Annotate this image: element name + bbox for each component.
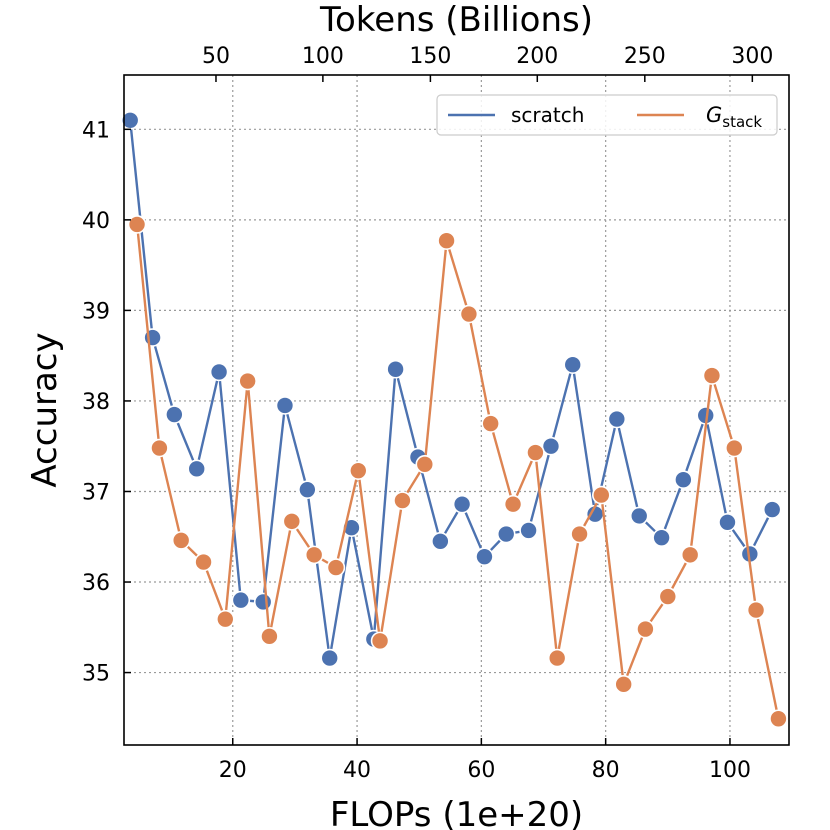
data-point-g-stack <box>238 371 257 391</box>
data-point-scratch <box>629 506 649 526</box>
x-tick-label: 60 <box>467 758 495 783</box>
data-point-g-stack <box>636 619 655 639</box>
data-point-scratch <box>386 359 405 379</box>
data-point-g-stack <box>127 215 147 234</box>
data-point-g-stack <box>481 414 500 433</box>
series-g-stack <box>127 215 788 729</box>
series-line-scratch <box>129 120 774 660</box>
x-tick-label: 40 <box>343 758 371 783</box>
top-tick-label: 100 <box>302 44 344 69</box>
data-point-g-stack <box>150 438 169 458</box>
data-point-scratch <box>496 524 516 544</box>
data-point-scratch <box>674 470 693 490</box>
data-point-g-stack <box>702 366 722 385</box>
data-point-g-stack <box>769 709 788 729</box>
x-tick-label: 20 <box>219 758 247 783</box>
grid-layer <box>124 75 789 745</box>
data-point-g-stack <box>370 631 390 651</box>
series-layer <box>120 110 788 729</box>
data-point-scratch <box>209 362 229 382</box>
y-tick-label: 36 <box>82 571 110 596</box>
data-point-g-stack <box>614 675 633 694</box>
data-point-g-stack <box>171 531 191 550</box>
top-tick-label: 300 <box>731 44 773 69</box>
y-tick-label: 39 <box>82 299 110 324</box>
x-axis-title: FLOPs (1e+20) <box>330 795 583 830</box>
legend-label-gstack-sub: stack <box>722 113 762 131</box>
data-point-scratch <box>519 521 538 540</box>
y-tick-label: 37 <box>82 480 110 505</box>
x-tick-label: 80 <box>592 758 620 783</box>
series-scratch <box>120 110 782 668</box>
data-point-scratch <box>165 405 184 424</box>
plot-frame <box>123 74 790 746</box>
data-point-g-stack <box>526 443 545 462</box>
x-tick-label: 100 <box>709 758 751 783</box>
data-point-scratch <box>320 648 340 668</box>
axis-layer: 20 40 60 80 100 35 36 37 38 39 40 41 50 100 150 200 250 3… <box>82 44 773 783</box>
data-point-g-stack <box>547 648 567 668</box>
data-point-scratch <box>607 409 627 429</box>
data-point-g-stack <box>725 438 744 458</box>
data-point-scratch <box>541 436 561 456</box>
legend-label-gstack: Gstack <box>706 103 762 131</box>
data-point-scratch <box>187 459 207 479</box>
y-tick-label: 40 <box>82 209 110 234</box>
legend: scratch Gstack <box>436 94 778 136</box>
data-point-scratch <box>275 396 295 415</box>
data-point-g-stack <box>326 558 346 577</box>
data-point-g-stack <box>282 512 302 531</box>
data-point-g-stack <box>570 524 589 544</box>
data-point-g-stack <box>194 552 213 572</box>
data-point-g-stack <box>592 485 611 505</box>
top-axis-title: Tokens (Billions) <box>319 0 593 40</box>
top-tick-label: 50 <box>202 44 230 69</box>
data-point-g-stack <box>216 609 235 629</box>
data-point-scratch <box>762 500 782 519</box>
data-point-scratch <box>718 512 737 532</box>
data-point-g-stack <box>304 545 324 565</box>
data-point-scratch <box>563 355 583 375</box>
data-point-scratch <box>253 592 273 612</box>
y-tick-label: 38 <box>82 390 110 415</box>
data-point-scratch <box>652 528 671 547</box>
data-point-g-stack <box>503 494 523 514</box>
y-axis-title: Accuracy <box>25 332 65 487</box>
data-point-g-stack <box>459 304 479 324</box>
legend-box <box>436 94 778 136</box>
data-point-g-stack <box>658 587 678 606</box>
data-point-g-stack <box>415 455 435 474</box>
data-point-g-stack <box>437 231 456 250</box>
data-point-scratch <box>452 494 472 514</box>
y-tick-label: 35 <box>82 662 110 687</box>
y-tick-label: 41 <box>82 118 110 143</box>
data-point-g-stack <box>680 545 700 565</box>
top-tick-label: 250 <box>624 44 666 69</box>
data-point-g-stack <box>349 461 368 480</box>
legend-label-gstack-base: G <box>706 103 722 127</box>
data-point-scratch <box>431 531 450 551</box>
data-point-g-stack <box>746 600 766 620</box>
legend-label-scratch: scratch <box>511 103 584 127</box>
top-tick-label: 200 <box>516 44 558 69</box>
top-tick-label: 150 <box>409 44 451 69</box>
data-point-scratch <box>475 547 494 566</box>
data-point-scratch <box>298 480 317 499</box>
data-point-g-stack <box>260 627 279 646</box>
data-point-g-stack <box>393 491 412 510</box>
data-point-scratch <box>231 590 251 610</box>
